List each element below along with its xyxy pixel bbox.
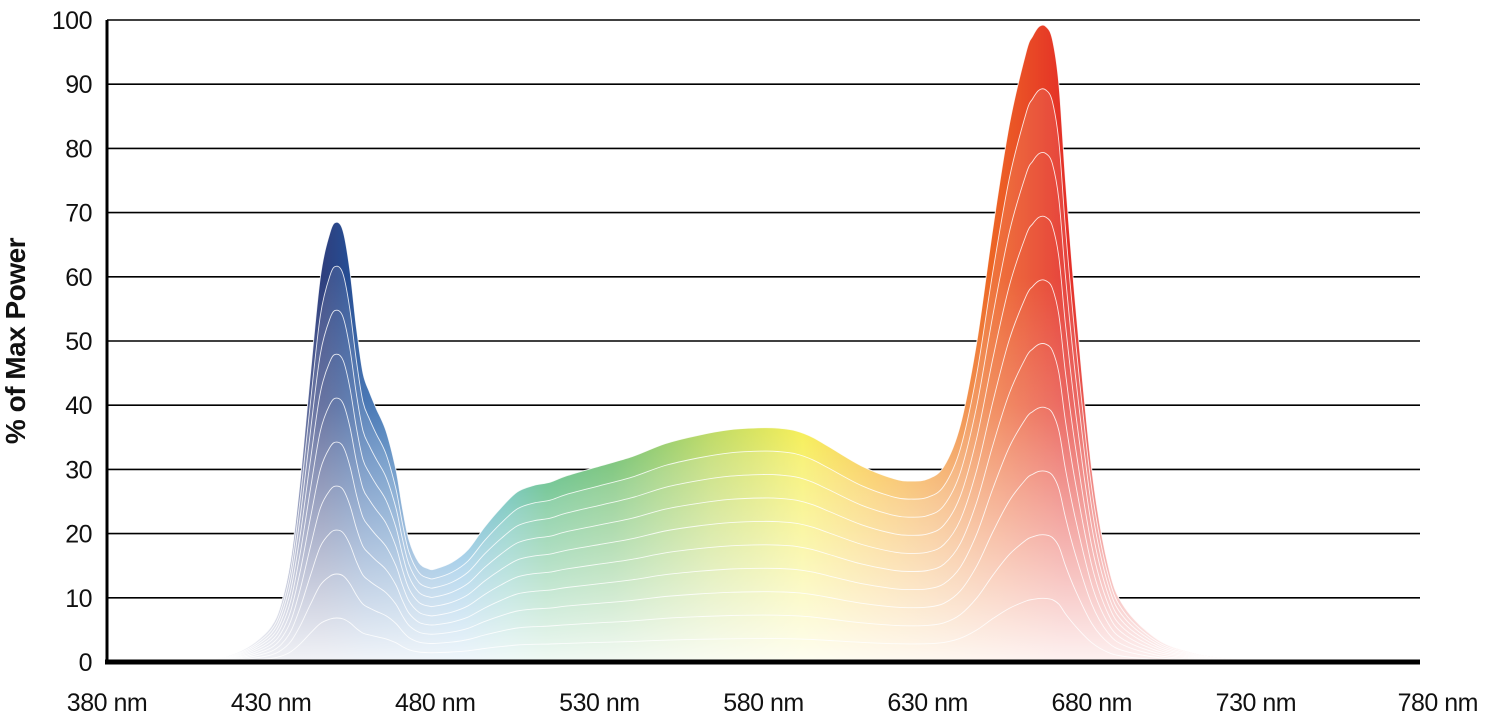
x-tick-label: 430 nm <box>231 689 311 717</box>
y-tick-label: 10 <box>65 585 92 613</box>
x-tick-label: 730 nm <box>1216 689 1296 717</box>
y-axis-label: % of Max Power <box>0 237 31 444</box>
x-tick-label: 380 nm <box>67 689 147 717</box>
x-tick-label: 630 nm <box>887 689 967 717</box>
y-tick-label: 70 <box>65 200 92 228</box>
y-tick-label: 50 <box>65 328 92 356</box>
spectrum-fade <box>107 25 1420 662</box>
x-tick-label: 480 nm <box>395 689 475 717</box>
y-tick-label: 20 <box>65 521 92 549</box>
y-tick-label: 30 <box>65 456 92 484</box>
x-tick-label: 530 nm <box>559 689 639 717</box>
x-tick-labels: 380 nm 430 nm 480 nm 530 nm 580 nm 630 nm 680 … <box>67 689 1479 717</box>
x-tick-label: 780 nm <box>1398 689 1478 717</box>
y-tick-label: 80 <box>65 135 92 163</box>
y-tick-labels: 0 10 20 30 40 50 60 70 80 90 100 <box>52 7 93 677</box>
y-tick-label: 0 <box>79 649 92 677</box>
y-tick-label: 100 <box>52 7 92 35</box>
y-tick-label: 60 <box>65 264 92 292</box>
spectrum-areas <box>107 24 1420 663</box>
y-tick-label: 40 <box>65 392 92 420</box>
axes <box>105 20 1420 665</box>
x-tick-label: 680 nm <box>1052 689 1132 717</box>
x-tick-label: 580 nm <box>723 689 803 717</box>
y-tick-label: 90 <box>65 71 92 99</box>
